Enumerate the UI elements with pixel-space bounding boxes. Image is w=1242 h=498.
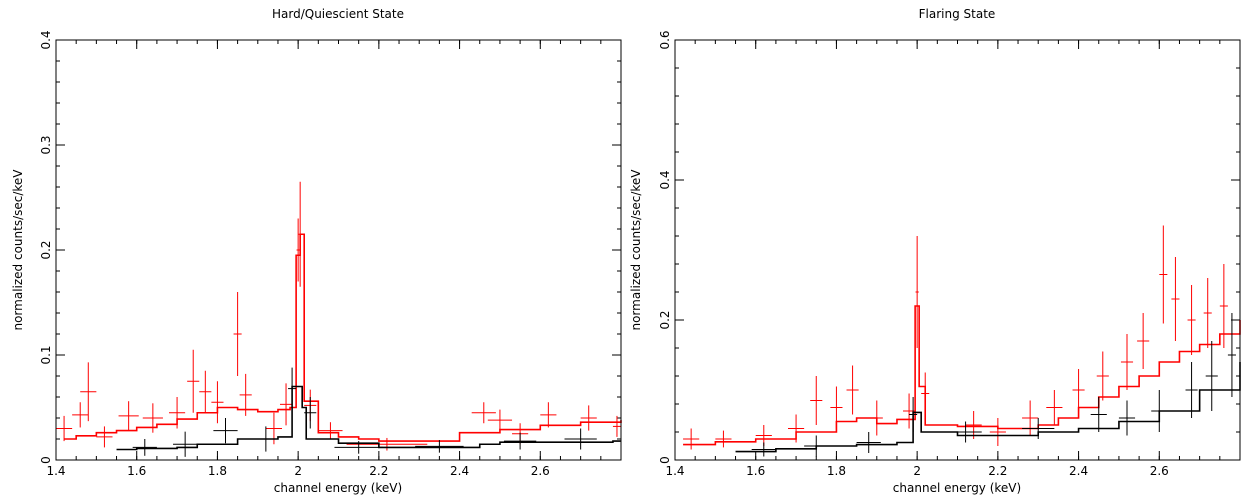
x-tick-label: 1.4 — [665, 464, 684, 478]
series-layer — [56, 181, 622, 457]
series-1-model-line — [735, 362, 1241, 453]
x-tick-label: 2 — [913, 464, 921, 478]
y-tick-label: 0.4 — [658, 170, 672, 189]
plot-frame — [55, 39, 622, 461]
series-0-model-line — [64, 233, 622, 442]
series-0-model-line — [683, 305, 1241, 446]
y-tick-label: 0 — [39, 456, 53, 464]
x-tick-label: 2.2 — [369, 464, 388, 478]
y-tick-label: 0.1 — [39, 345, 53, 364]
axis-ticks: 1.4 1.6 1.8 2 2.2 2.4 2.6 0 0.2 0.4 0.6 — [658, 30, 1241, 478]
x-tick-label: 2.4 — [450, 464, 469, 478]
x-tick-label: 2 — [294, 464, 302, 478]
plot-frame — [674, 39, 1241, 461]
series-layer — [683, 225, 1241, 457]
y-tick-label: 0.4 — [39, 30, 53, 49]
y-tick-label: 0.6 — [658, 30, 672, 49]
x-tick-label: 1.6 — [746, 464, 765, 478]
panel-flaring: Flaring State channel energy (keV) norma… — [629, 7, 1241, 495]
x-tick-label: 2.4 — [1069, 464, 1088, 478]
y-tick-label: 0 — [658, 456, 672, 464]
y-tick-label: 0.2 — [39, 240, 53, 259]
x-tick-label: 2.2 — [988, 464, 1007, 478]
chart-title: Hard/Quiescient State — [272, 7, 404, 21]
y-axis-label: normalized counts/sec/keV — [11, 169, 25, 331]
x-axis-label: channel energy (keV) — [893, 481, 1021, 495]
series-1-model-line — [116, 385, 621, 451]
x-tick-label: 1.8 — [208, 464, 227, 478]
x-tick-label: 1.8 — [827, 464, 846, 478]
y-tick-label: 0.2 — [658, 310, 672, 329]
axis-ticks: 1.4 1.6 1.8 2 2.2 2.4 2.6 0 0.1 0.2 0.3 0.4 — [39, 30, 622, 478]
x-tick-label: 2.6 — [1150, 464, 1169, 478]
x-tick-label: 1.4 — [46, 464, 65, 478]
y-tick-label: 0.3 — [39, 135, 53, 154]
panel-hard-quiescient: Hard/Quiescient State channel energy (ke… — [11, 7, 622, 495]
x-tick-label: 1.6 — [127, 464, 146, 478]
chart-title: Flaring State — [919, 7, 996, 21]
x-tick-label: 2.6 — [531, 464, 550, 478]
x-axis-label: channel energy (keV) — [274, 481, 402, 495]
y-axis-label: normalized counts/sec/keV — [629, 169, 643, 331]
